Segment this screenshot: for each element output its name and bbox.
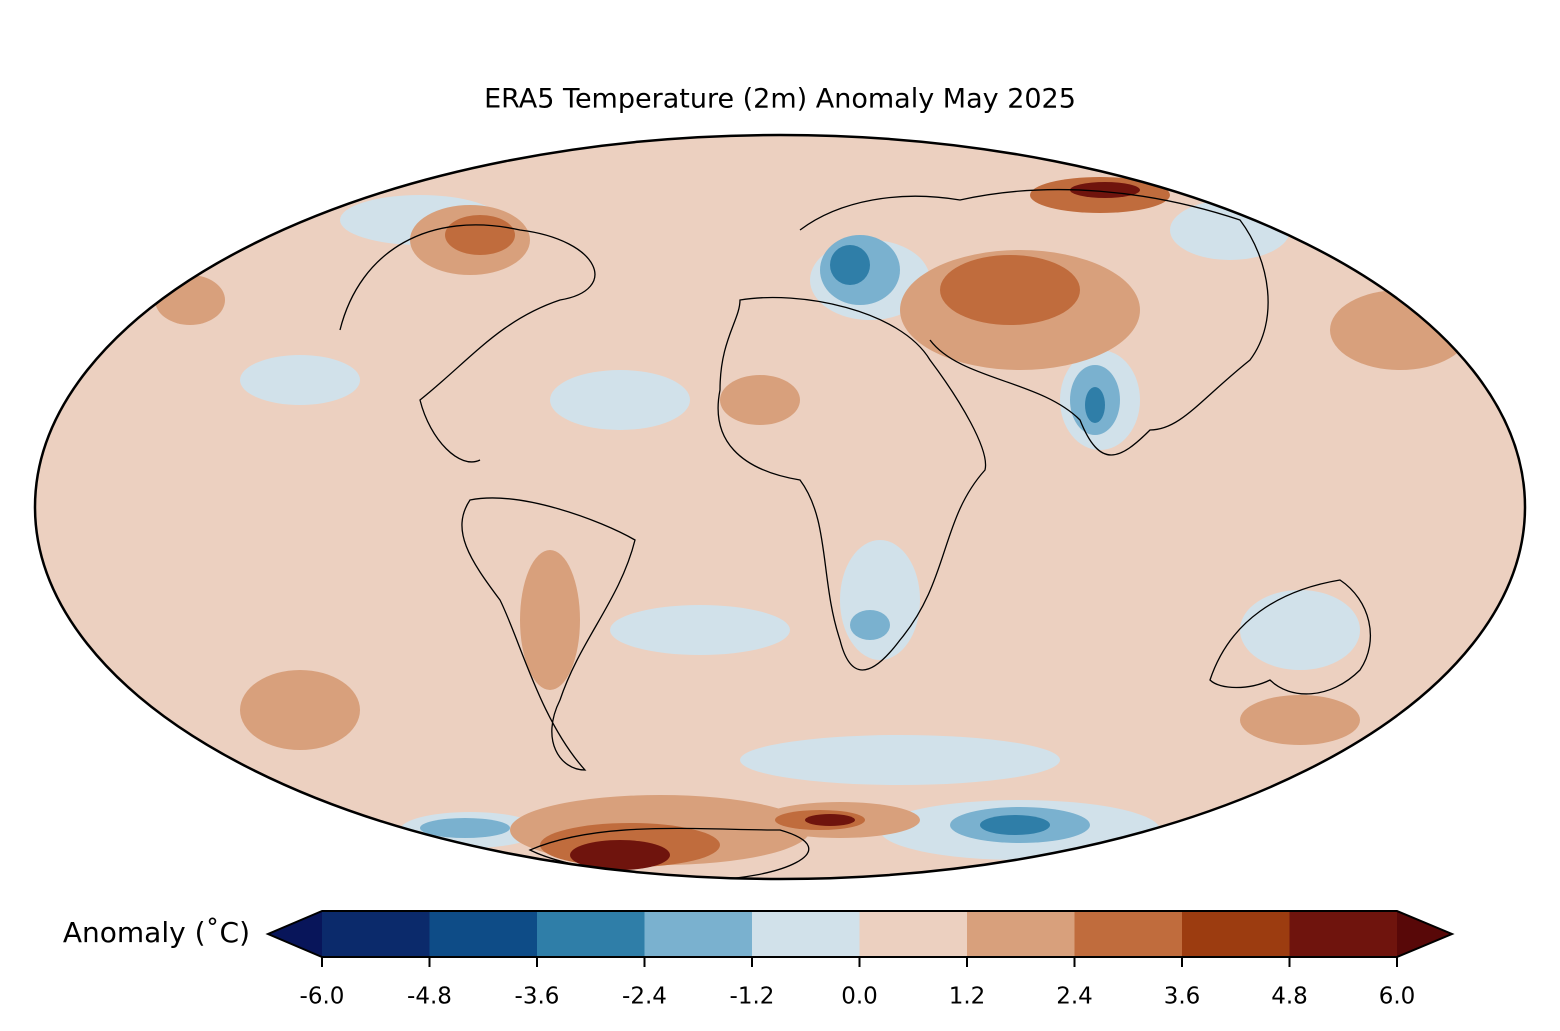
colorbar-under xyxy=(268,911,322,957)
colorbar-bin xyxy=(752,911,860,957)
colorbar-tick-label: -1.2 xyxy=(730,984,775,1010)
colorbar-over xyxy=(1397,911,1452,957)
colorbar-tick-label: -6.0 xyxy=(300,984,345,1010)
colorbar-tick-label: 6.0 xyxy=(1379,984,1416,1010)
colorbar-tick-label: 4.8 xyxy=(1271,984,1308,1010)
map xyxy=(35,135,1525,879)
colorbar-bin xyxy=(644,911,753,957)
map-border xyxy=(33,133,1527,881)
colorbar-tick-label: 1.2 xyxy=(949,984,986,1010)
colorbar-tick-label: 0.0 xyxy=(841,984,878,1010)
colder-regions xyxy=(830,245,1105,835)
colorbar-bin xyxy=(1074,911,1183,957)
colorbar-bin xyxy=(1289,911,1398,957)
colorbar-tick-label: 2.4 xyxy=(1056,984,1093,1010)
colorbar: -6.0 -4.8 -3.6 -2.4 -1.2 0.0 1.2 2.4 3.6 4.8 6.0 xyxy=(265,910,1455,1010)
colorbar-tick-label: -4.8 xyxy=(407,984,452,1010)
colorbar-bin xyxy=(1182,911,1290,957)
colorbar-bin xyxy=(537,911,645,957)
colorbar-bin xyxy=(967,911,1075,957)
colorbar-label: Anomaly (˚C) xyxy=(63,916,250,949)
colorbar-tick-label: 3.6 xyxy=(1164,984,1201,1010)
colorbar-tick-label: -3.6 xyxy=(515,984,560,1010)
map-title: ERA5 Temperature (2m) Anomaly May 2025 xyxy=(484,84,1076,115)
colorbar-bin xyxy=(429,911,538,957)
colorbar-bin xyxy=(859,911,968,957)
colorbar-tick-label: -2.4 xyxy=(622,984,667,1010)
colorbar-bin xyxy=(322,911,430,957)
